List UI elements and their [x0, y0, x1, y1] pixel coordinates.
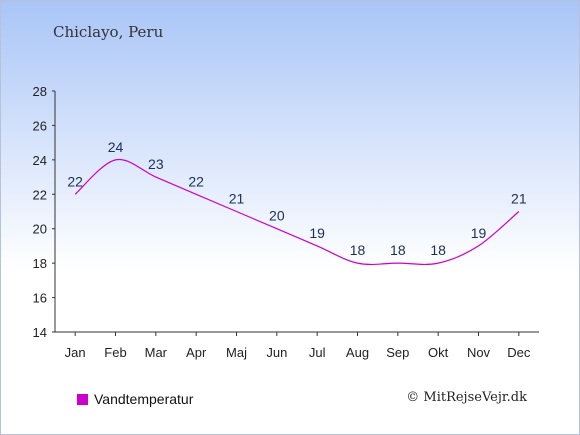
data-label: 24: [108, 139, 124, 155]
x-tick-label: Dec: [507, 345, 531, 360]
x-tick-label: Jan: [65, 345, 86, 360]
data-label: 19: [471, 225, 487, 241]
x-tick-label: Aug: [346, 345, 369, 360]
x-tick-label: Nov: [467, 345, 491, 360]
y-tick-label: 16: [33, 291, 47, 306]
data-label: 22: [188, 173, 204, 189]
y-tick-label: 24: [33, 153, 47, 168]
data-label: 23: [148, 156, 164, 172]
x-tick-label: Jun: [266, 345, 287, 360]
data-label: 18: [390, 242, 406, 258]
y-tick-label: 14: [33, 325, 47, 340]
data-label: 20: [269, 208, 285, 224]
legend-label: Vandtemperatur: [94, 391, 194, 407]
series-line-vandtemperatur: [74, 158, 520, 266]
x-tick-label: Maj: [226, 345, 247, 360]
y-tick-label: 20: [33, 222, 47, 237]
x-tick-label: Sep: [386, 345, 409, 360]
data-label: 18: [430, 242, 446, 258]
y-tick-label: 26: [33, 118, 47, 133]
data-label: 21: [511, 191, 527, 207]
x-tick-label: Jul: [309, 345, 326, 360]
x-tick-label: Okt: [428, 345, 449, 360]
data-label: 22: [67, 173, 83, 189]
y-tick-label: 22: [33, 187, 47, 202]
data-label: 21: [229, 191, 245, 207]
legend-swatch: [77, 393, 88, 405]
y-tick-label: 28: [33, 84, 47, 99]
chart-location-title: Chiclayo, Peru: [53, 23, 164, 41]
legend: Vandtemperatur: [77, 391, 193, 407]
data-label: 19: [309, 225, 325, 241]
data-label: 18: [350, 242, 366, 258]
copyright-credit: © MitRejseVejr.dk: [406, 390, 527, 405]
x-tick-label: Apr: [186, 345, 207, 360]
x-tick-label: Mar: [145, 345, 168, 360]
x-tick-label: Feb: [104, 345, 126, 360]
y-tick-label: 18: [33, 256, 47, 271]
